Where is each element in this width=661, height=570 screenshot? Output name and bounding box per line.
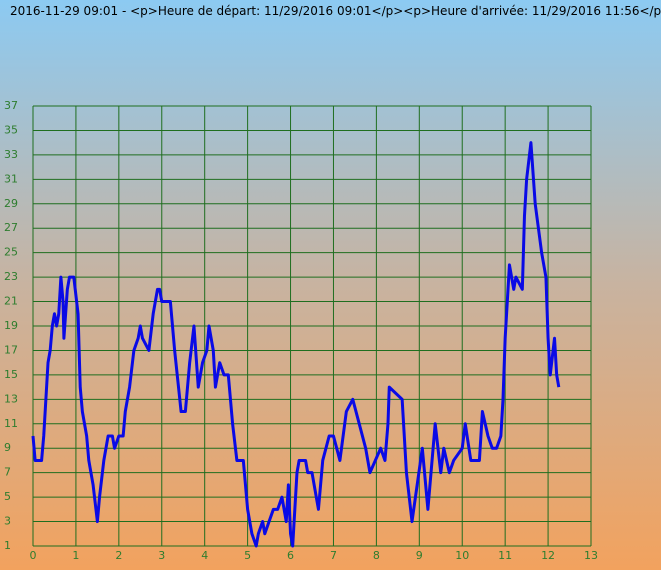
y-tick-label: 7 [4, 466, 11, 479]
y-tick-label: 23 [4, 270, 18, 283]
x-tick-label: 4 [201, 549, 208, 562]
x-tick-label: 12 [541, 549, 555, 562]
x-tick-label: 6 [287, 549, 294, 562]
x-tick-label: 9 [416, 549, 423, 562]
y-tick-label: 35 [4, 123, 18, 136]
x-tick-label: 8 [373, 549, 380, 562]
data-line [31, 141, 561, 548]
x-tick-label: 13 [584, 549, 598, 562]
chart-title: 2016-11-29 09:01 - <p>Heure de départ: 1… [10, 4, 661, 18]
y-tick-label: 15 [4, 368, 18, 381]
y-tick-label: 3 [4, 515, 11, 528]
y-tick-label: 17 [4, 343, 18, 356]
y-tick-label: 11 [4, 417, 18, 430]
x-tick-label: 0 [30, 549, 37, 562]
y-tick-label: 13 [4, 392, 18, 405]
y-tick-label: 29 [4, 197, 18, 210]
x-tick-label: 10 [455, 549, 469, 562]
y-tick-label: 9 [4, 441, 11, 454]
y-tick-label: 1 [4, 539, 11, 552]
y-tick-label: 21 [4, 295, 18, 308]
y-tick-label: 27 [4, 221, 18, 234]
x-tick-label: 7 [330, 549, 337, 562]
x-tick-label: 3 [158, 549, 165, 562]
x-tick-label: 5 [244, 549, 251, 562]
x-tick-label: 2 [115, 549, 122, 562]
y-tick-label: 31 [4, 172, 18, 185]
y-tick-label: 25 [4, 246, 18, 259]
y-tick-label: 33 [4, 148, 18, 161]
y-tick-label: 37 [4, 99, 18, 112]
y-tick-label: 5 [4, 490, 11, 503]
y-tick-label: 19 [4, 319, 18, 332]
x-tick-label: 1 [72, 549, 79, 562]
x-tick-label: 11 [498, 549, 512, 562]
